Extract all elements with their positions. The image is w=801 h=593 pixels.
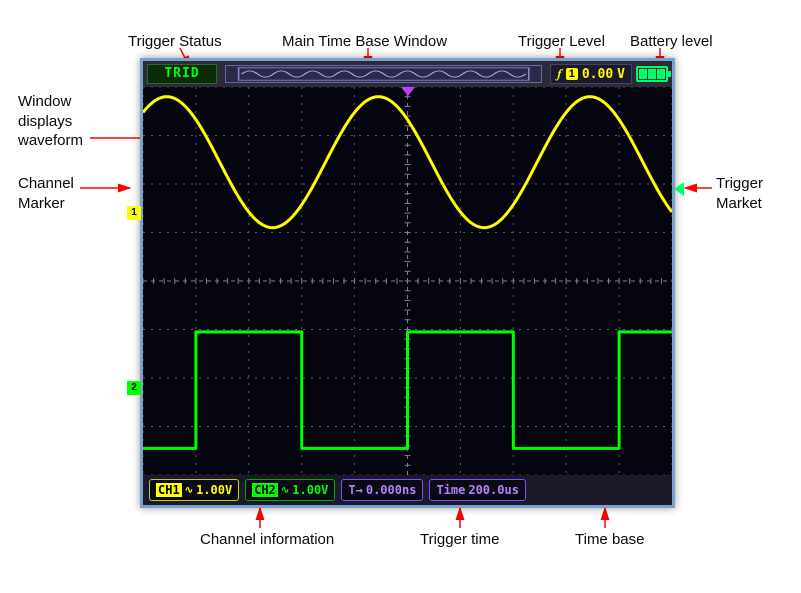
anno-trigger-status: Trigger Status	[128, 32, 222, 52]
trigger-edge-icon: 𝆑	[557, 66, 561, 82]
trigger-level-unit: V	[617, 67, 625, 82]
readout-ch1-label: CH1	[156, 483, 182, 497]
anno-main-timebase: Main Time Base Window	[282, 32, 447, 52]
anno-channel-marker: Channel Marker	[18, 174, 74, 213]
trigger-source: 1	[566, 68, 578, 80]
readout-ch2-scale: 1.00V	[292, 483, 328, 497]
anno-trigger-market: Trigger Market	[716, 174, 763, 213]
anno-waveform: Window displays waveform	[18, 92, 83, 151]
readout-tt-value: 0.000ns	[366, 483, 417, 497]
anno-trigger-level: Trigger Level	[518, 32, 605, 52]
trigger-position-marker[interactable]	[401, 87, 415, 96]
readout-ch1-scale: 1.00V	[196, 483, 232, 497]
waveform-plot[interactable]: 1 2	[143, 87, 672, 475]
readout-tb-label: Time	[436, 483, 465, 497]
readout-ch1[interactable]: CH1 ∿ 1.00V	[149, 479, 239, 501]
trigger-status-box: TRID	[147, 64, 217, 84]
anno-trigger-time: Trigger time	[420, 530, 499, 550]
bottom-bar: CH1 ∿ 1.00V CH2 ∿ 1.00V T→ 0.000ns Time …	[143, 475, 672, 505]
coupling-icon: ∿	[185, 485, 193, 496]
coupling-icon: ∿	[281, 485, 289, 496]
channel-marker-ch1[interactable]: 1	[127, 206, 141, 220]
main-timebase-window	[225, 65, 542, 83]
top-bar: TRID 𝆑 1 0.00 V	[143, 61, 672, 87]
readout-ch2[interactable]: CH2 ∿ 1.00V	[245, 479, 335, 501]
anno-time-base: Time base	[575, 530, 644, 550]
readout-tt-label: T→	[348, 483, 362, 497]
channel-marker-ch2[interactable]: 2	[127, 381, 141, 395]
trigger-level-value: 0.00	[582, 67, 613, 82]
readout-timebase[interactable]: Time 200.0us	[429, 479, 525, 501]
battery-icon	[636, 66, 668, 82]
readout-trigger-time[interactable]: T→ 0.000ns	[341, 479, 423, 501]
trigger-level-box: 𝆑 1 0.00 V	[550, 64, 632, 84]
readout-tb-value: 200.0us	[468, 483, 519, 497]
anno-battery: Battery level	[630, 32, 713, 52]
trigger-level-marker[interactable]	[674, 182, 684, 196]
anno-channel-info: Channel information	[200, 530, 334, 550]
readout-ch2-label: CH2	[252, 483, 278, 497]
oscilloscope-screen: TRID 𝆑 1 0.00 V 1 2 CH1	[140, 58, 675, 508]
